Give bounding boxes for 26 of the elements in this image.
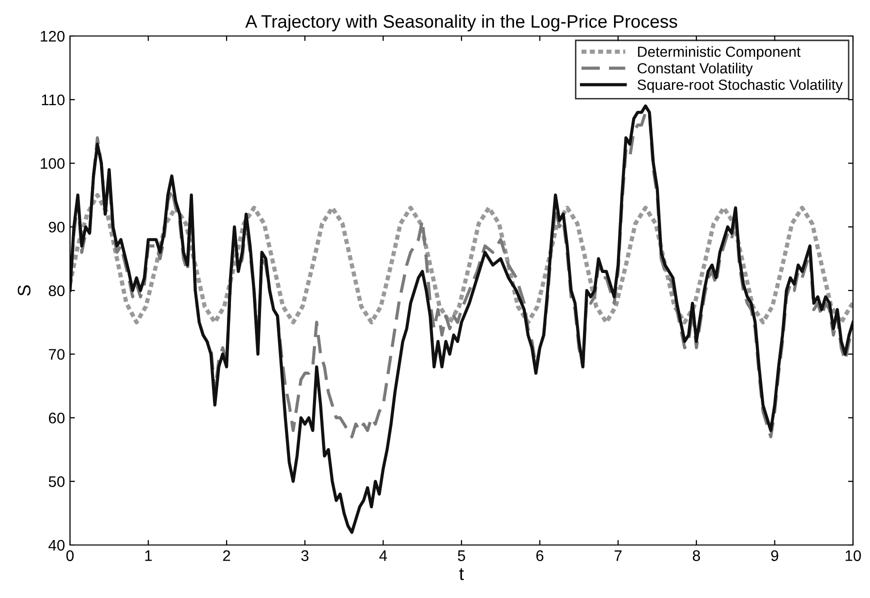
y-tick-label: 110 xyxy=(42,94,65,106)
x-tick-label: 2 xyxy=(223,550,230,561)
x-tick-label: 1 xyxy=(145,550,152,561)
x-tick-label: 0 xyxy=(66,550,74,562)
y-tick-label: 100 xyxy=(40,158,65,169)
y-tick-label: 80 xyxy=(48,285,65,296)
y-tick-label: 90 xyxy=(48,222,65,233)
legend-label: Square-root Stochastic Volatility xyxy=(638,79,843,93)
x-axis-title: t xyxy=(459,568,464,580)
y-tick-label: 60 xyxy=(48,412,65,424)
x-tick-label: 7 xyxy=(614,550,622,561)
legend-label: Constant Volatility xyxy=(638,62,753,76)
x-tick-label: 3 xyxy=(301,550,308,562)
y-tick-label: 50 xyxy=(48,476,65,488)
x-tick-label: 6 xyxy=(536,550,544,562)
x-tick-label: 10 xyxy=(846,550,861,562)
y-tick-label: 70 xyxy=(48,348,65,360)
y-axis-title: S xyxy=(18,285,31,296)
x-tick-label: 8 xyxy=(692,550,700,562)
chart-title: A Trajectory with Seasonality in the Log-Price Process xyxy=(245,14,678,32)
x-tick-label: 5 xyxy=(458,550,466,562)
y-tick-label: 120 xyxy=(40,30,65,42)
legend-label: Deterministic Component xyxy=(638,46,801,60)
x-tick-label: 4 xyxy=(379,550,387,561)
y-tick-label: 40 xyxy=(48,540,65,551)
x-tick-label: 9 xyxy=(771,550,778,562)
